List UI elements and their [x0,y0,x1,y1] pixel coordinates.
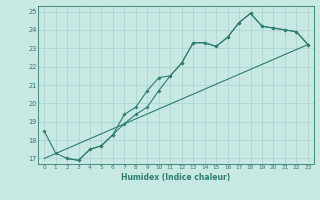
X-axis label: Humidex (Indice chaleur): Humidex (Indice chaleur) [121,173,231,182]
